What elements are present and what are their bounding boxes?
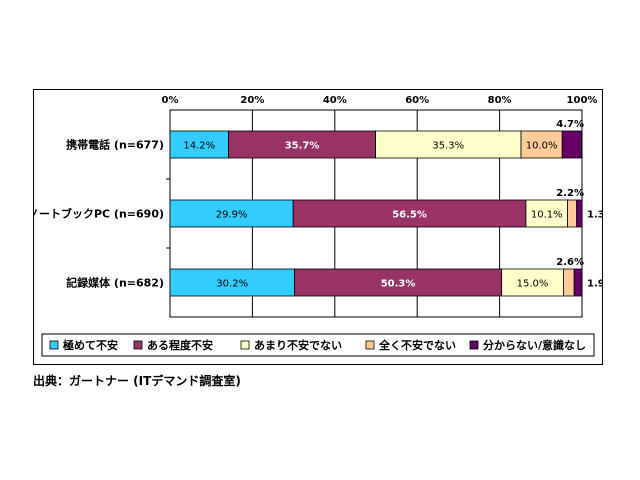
legend-swatch [133, 340, 143, 350]
category-label: ノートブックPC (n=690) [34, 207, 164, 221]
bar-segment [294, 268, 503, 297]
x-tick-label: 100% [567, 95, 598, 106]
legend-label: あまり不安でない [254, 338, 342, 352]
bar-segment [576, 199, 583, 228]
data-label: 50.3% [381, 279, 416, 290]
data-label: 56.5% [392, 210, 427, 221]
category-label: 携帯電話 (n=677) [66, 138, 164, 152]
legend-label: 全く不安でない [378, 338, 456, 352]
x-tick-label: 60% [405, 95, 429, 106]
x-tick-label: 0% [162, 95, 179, 106]
source-note: 出典：ガートナー (ITデマンド調査室) [33, 374, 241, 388]
data-label: 35.3% [432, 141, 464, 152]
data-label: 1.9% [587, 279, 602, 290]
legend-label: 分からない/意識なし [483, 338, 586, 352]
chart-frame: 0% 20% 40% 60% 80% 100% 携帯電話 (n=677) 14.2% 35.7%… [33, 89, 603, 365]
category-label: 記録媒体 (n=682) [66, 276, 164, 290]
data-label: 30.2% [216, 279, 248, 290]
bar-segment [573, 268, 583, 297]
bar-segment [169, 268, 295, 297]
data-label: 14.2% [183, 141, 215, 152]
legend-label: ある程度不安 [147, 338, 213, 352]
legend-label: 極めて不安 [62, 338, 118, 352]
legend-swatch [469, 340, 479, 350]
stacked-bar-chart: 0% 20% 40% 60% 80% 100% 携帯電話 (n=677) 14.2% 35.7%… [34, 95, 602, 357]
bar-segment [169, 199, 294, 228]
bar-segment [169, 130, 229, 159]
legend-swatch [49, 340, 59, 350]
data-label: 15.0% [517, 279, 549, 290]
bar-segment [567, 199, 578, 228]
bar-segment [292, 199, 527, 228]
data-label: 10.0% [526, 141, 558, 152]
bar-segment [561, 130, 582, 159]
legend-swatch [240, 340, 250, 350]
data-label: 1.3% [587, 210, 602, 221]
data-label: 35.7% [285, 141, 320, 152]
bar-segment [375, 130, 522, 159]
data-label: 4.7% [556, 119, 584, 130]
legend-swatch [365, 340, 375, 350]
x-tick-label: 40% [323, 95, 347, 106]
bar-segment [228, 130, 376, 159]
data-label: 10.1% [531, 210, 563, 221]
data-label: 2.6% [556, 257, 584, 268]
bar-segment [501, 268, 564, 297]
x-tick-label: 20% [240, 95, 264, 106]
x-tick-label: 80% [488, 95, 512, 106]
bar-segment [563, 268, 575, 297]
data-label: 29.9% [216, 210, 248, 221]
data-label: 2.2% [556, 188, 584, 199]
legend-box [41, 333, 595, 357]
